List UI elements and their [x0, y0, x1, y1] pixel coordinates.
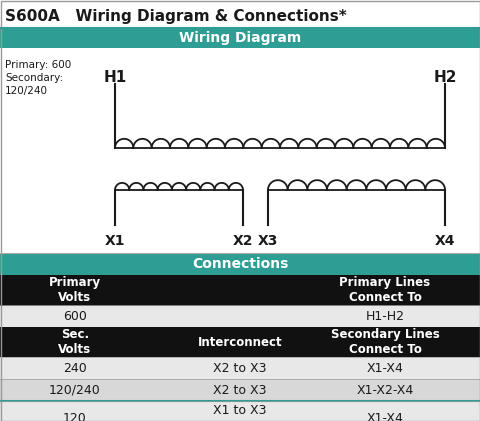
Bar [0, 401, 480, 421]
Bar [0, 253, 480, 275]
Bar [0, 275, 480, 305]
Text: X1 to X3
X2 to X4: X1 to X3 X2 to X4 [213, 404, 267, 421]
Text: X4: X4 [435, 234, 455, 248]
Text: 120: 120 [63, 412, 87, 421]
Text: Secondary Lines
Connect To: Secondary Lines Connect To [331, 328, 439, 356]
Text: X1-X2-X4: X1-X2-X4 [356, 384, 414, 397]
Text: Connections: Connections [192, 257, 288, 271]
Bar [0, 327, 480, 357]
Text: X1-X4: X1-X4 [367, 362, 403, 375]
Text: Primary
Volts: Primary Volts [49, 276, 101, 304]
Text: X2: X2 [233, 234, 253, 248]
Text: S600A   Wiring Diagram & Connections*: S600A Wiring Diagram & Connections* [5, 8, 347, 24]
Text: 600: 600 [63, 309, 87, 322]
Text: H1-H2: H1-H2 [365, 309, 405, 322]
Text: Wiring Diagram: Wiring Diagram [179, 31, 301, 45]
Bar [0, 357, 480, 379]
Text: Interconnect: Interconnect [198, 336, 282, 349]
Text: X1: X1 [105, 234, 125, 248]
Text: 240: 240 [63, 362, 87, 375]
Text: Sec.
Volts: Sec. Volts [59, 328, 92, 356]
Text: 120/240: 120/240 [49, 384, 101, 397]
Text: X1-X4: X1-X4 [367, 412, 403, 421]
Text: X2 to X3: X2 to X3 [213, 384, 267, 397]
Bar [0, 379, 480, 401]
Text: X2 to X3: X2 to X3 [213, 362, 267, 375]
Bar [0, 48, 480, 253]
Text: X3: X3 [258, 234, 278, 248]
Text: H1: H1 [103, 70, 127, 85]
Text: Primary Lines
Connect To: Primary Lines Connect To [339, 276, 431, 304]
Text: Primary: 600
Secondary:
120/240: Primary: 600 Secondary: 120/240 [5, 60, 71, 96]
Text: H2: H2 [433, 70, 457, 85]
Bar [0, 305, 480, 327]
Bar [0, 28, 480, 48]
